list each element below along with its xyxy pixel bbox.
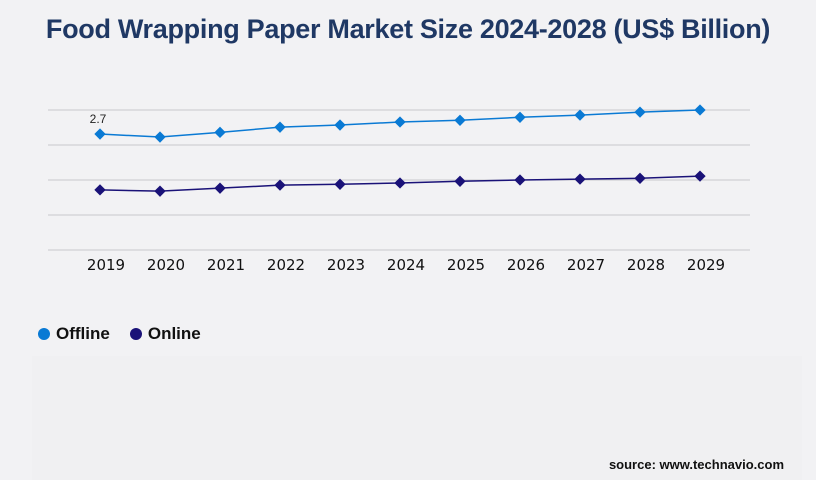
data-point-offline [334,119,346,131]
data-point-online [334,178,346,190]
data-point-online [154,185,166,197]
x-tick-label: 2021 [207,256,245,274]
x-tick-label: 2026 [507,256,545,274]
data-point-online [214,182,226,194]
source-note: source: www.technavio.com [608,457,784,472]
x-tick-label: 2024 [387,256,425,274]
x-tick-label: 2019 [87,256,125,274]
data-point-offline [574,109,586,121]
legend-item-offline[interactable]: Offline [38,324,110,344]
x-tick-label: 2027 [567,256,605,274]
x-tick-label: 2029 [687,256,725,274]
data-point-online [634,172,646,184]
data-point-offline [214,126,226,138]
data-point-offline [274,121,286,133]
legend-label-online: Online [147,324,201,343]
data-point-online [274,179,286,191]
legend-item-online[interactable]: Online [129,324,201,344]
data-point-offline [634,106,646,118]
data-point-online [454,175,466,187]
data-point-offline [694,104,706,116]
x-tick-label: 2022 [267,256,305,274]
data-point-online [514,174,526,186]
data-point-online [694,170,706,182]
line-chart: 2019 2020 2021 2022 2023 2024 2025 2026 2027 2028… [48,104,750,274]
data-point-offline [454,114,466,126]
data-point-offline [394,116,406,128]
data-point-offline [154,131,166,143]
x-tick-label: 2020 [147,256,185,274]
x-tick-label: 2023 [327,256,365,274]
data-point-offline [514,111,526,123]
lower-panel [32,356,802,480]
x-tick-label: 2028 [627,256,665,274]
chart-title: Food Wrapping Paper Market Size 2024-202… [45,14,771,44]
data-point-online [394,177,406,189]
legend-marker-online [129,328,142,340]
data-label: 2.7 [90,112,107,126]
x-tick-label: 2025 [447,256,485,274]
data-point-online [94,184,106,196]
data-point-online [574,173,586,185]
data-point-offline [94,128,106,140]
legend-label-offline: Offline [56,324,110,343]
legend: Offline Online [38,324,201,344]
legend-marker-offline [38,328,50,340]
